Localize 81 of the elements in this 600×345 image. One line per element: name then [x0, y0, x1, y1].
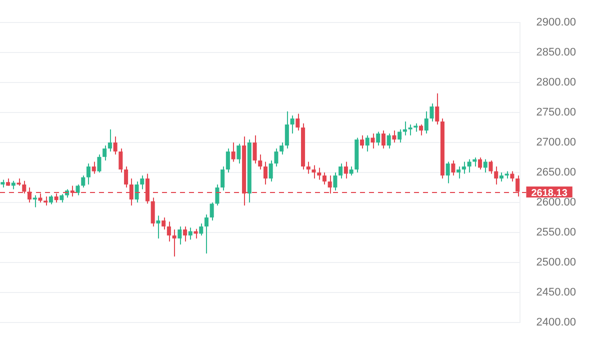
y-tick-label: 2650.00	[536, 166, 576, 179]
candlestick	[97, 154, 102, 173]
candlestick	[365, 134, 370, 152]
candlestick	[333, 172, 338, 191]
y-tick-label: 2850.00	[536, 46, 576, 59]
candlestick	[376, 131, 380, 146]
candlestick	[290, 115, 294, 134]
candlestick	[462, 161, 466, 174]
candlestick	[231, 142, 236, 162]
candlestick	[446, 161, 450, 184]
candlestick	[215, 184, 220, 206]
candlestick	[76, 184, 80, 196]
candlestick	[268, 160, 273, 182]
candlestick	[118, 148, 123, 173]
candlestick	[252, 134, 257, 164]
candlestick	[113, 136, 118, 156]
candlestick	[166, 221, 171, 242]
candlestick	[188, 227, 192, 240]
candlestick	[381, 130, 386, 150]
candlestick	[451, 160, 456, 176]
candlestick	[172, 228, 176, 257]
candlestick	[258, 154, 262, 170]
candlestick	[280, 142, 284, 156]
candlestick	[220, 166, 225, 191]
candlestick	[317, 167, 322, 180]
candlestick	[483, 158, 488, 173]
candlestick	[488, 160, 493, 174]
candlestick	[204, 214, 208, 254]
candlestick	[81, 175, 86, 188]
candlestick	[456, 166, 461, 179]
candlestick	[134, 180, 139, 203]
candlestick	[226, 148, 230, 173]
candlestick	[306, 161, 310, 174]
candlestick	[424, 110, 428, 134]
candlestick	[210, 202, 214, 221]
candlestick	[156, 215, 160, 239]
candlestick	[150, 197, 155, 227]
candlestick	[322, 172, 326, 185]
candlestick	[360, 134, 364, 150]
candlestick	[102, 145, 107, 162]
candlestick	[435, 92, 440, 126]
candlestick	[92, 161, 96, 174]
candlestick	[386, 133, 391, 150]
y-tick-label: 2500.00	[536, 256, 576, 268]
candlestick	[296, 113, 300, 132]
candlestick	[236, 143, 241, 164]
candlestick	[178, 226, 182, 245]
candlestick	[430, 103, 434, 122]
candlestick	[263, 161, 268, 185]
candlestick	[392, 130, 396, 144]
y-tick-label: 2900.00	[536, 16, 576, 29]
y-tick-label: 2550.00	[536, 226, 576, 238]
candlestick	[183, 226, 188, 242]
candlestick	[194, 228, 198, 239]
candlestick	[32, 194, 37, 208]
candlestick	[419, 124, 424, 136]
candlestick	[398, 128, 402, 144]
candlestick	[344, 161, 348, 179]
candlestick	[274, 148, 278, 168]
candlestick	[140, 175, 144, 190]
y-tick-label: 2400.00	[536, 316, 576, 328]
candlestick	[478, 157, 482, 170]
y-tick-label: 2600.00	[536, 196, 576, 209]
ref-line-label: 2618.13	[531, 188, 568, 199]
candlestick	[199, 222, 204, 236]
y-tick-label: 2450.00	[536, 286, 576, 298]
candlestick	[510, 170, 514, 182]
y-tick-label: 2750.00	[536, 106, 576, 119]
candlestick	[312, 164, 316, 179]
candlestick	[494, 166, 498, 185]
candlestick	[338, 163, 343, 179]
candlestick	[467, 158, 472, 173]
candlestick	[124, 166, 128, 188]
candlestick	[162, 216, 166, 230]
candlestick	[370, 133, 375, 150]
candlestick	[408, 124, 412, 136]
candlestick	[86, 163, 91, 185]
y-tick-label: 2700.00	[536, 136, 576, 149]
candlestick	[284, 110, 289, 150]
y-tick-label: 2800.00	[536, 76, 576, 89]
candlestick	[108, 128, 112, 152]
